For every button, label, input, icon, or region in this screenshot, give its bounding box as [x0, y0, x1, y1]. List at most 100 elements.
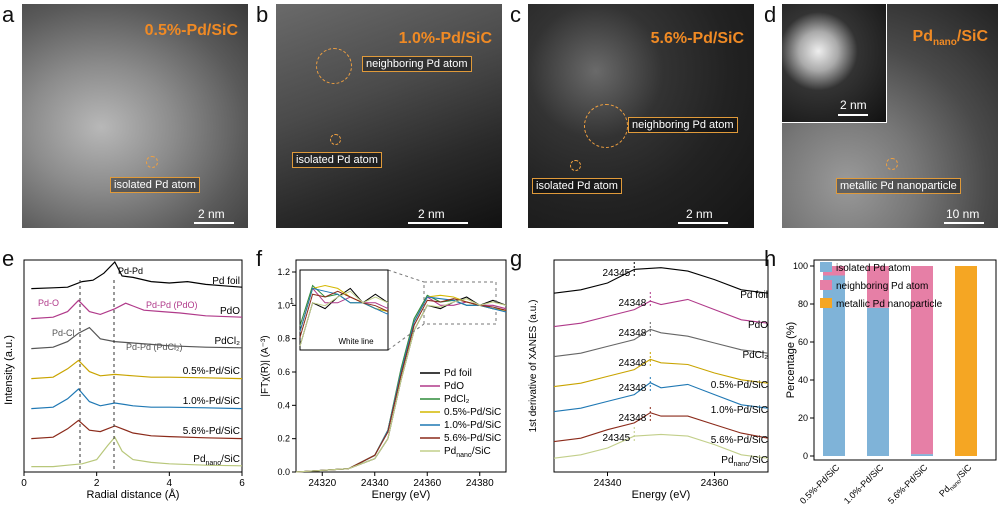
panel-label-a: a: [2, 2, 15, 27]
x-tick-label: 0: [21, 478, 27, 489]
legend-swatch: [820, 298, 832, 308]
annotation-metallic: metallic Pd nanoparticle: [836, 178, 961, 194]
zoom-connector: [387, 269, 425, 283]
plot-frame: [813, 259, 997, 461]
micrograph-c: 5.6%-Pd/SiC neighboring Pd atom isolated…: [528, 4, 754, 228]
y-axis-label: 1st derivative of XANES (a.u.): [528, 300, 539, 433]
series-label: Pdnano/SiC: [444, 446, 491, 459]
panel-label-h: h: [764, 246, 777, 271]
y-tick-label: 0.0: [277, 467, 290, 477]
y-axis-label: Percentage (%): [785, 322, 797, 398]
micrograph-d: 2 nm Pdnano/SiC metallic Pd nanoparticle…: [782, 4, 998, 228]
edge-label: 24348: [618, 298, 646, 309]
bar-segment: [911, 454, 933, 456]
series-line: [31, 388, 243, 410]
x-tick-label: 6: [239, 478, 245, 489]
series-label: PdCl₂: [742, 350, 768, 361]
series-label: 5.6%-Pd/SiC: [183, 426, 240, 437]
annotation-isolated: isolated Pd atom: [532, 178, 622, 194]
series-line: [553, 358, 769, 388]
series-label: PdO: [748, 320, 768, 331]
series-line: [553, 433, 769, 459]
image-title: 0.5%-Pd/SiC: [144, 22, 238, 39]
y-tick-label: 80: [798, 299, 808, 309]
bar-segment: [955, 266, 977, 456]
inset-scale-bar: [838, 114, 868, 116]
inset-label: White line: [338, 337, 374, 346]
legend-label: isolated Pd atom: [836, 263, 911, 274]
bar-segment: [823, 275, 845, 456]
inset-ytick: 1: [290, 297, 295, 306]
x-tick-label: 0.5%-Pd/SiC: [798, 462, 842, 506]
x-tick-label: 1.0%-Pd/SiC: [842, 462, 886, 506]
image-title: 1.0%-Pd/SiC: [398, 30, 492, 47]
plot-frame: [553, 259, 769, 473]
y-tick-label: 0.2: [277, 434, 290, 444]
series-line: [553, 328, 769, 358]
plot-frame: [23, 259, 243, 473]
micrograph-b: 1.0%-Pd/SiC neighboring Pd atom isolated…: [276, 4, 502, 228]
series-line: [31, 436, 243, 468]
x-tick-label: 2: [94, 478, 100, 489]
x-tick-label: 24360: [413, 478, 441, 489]
series-label: 1.0%-Pd/SiC: [711, 405, 768, 416]
legend-label: 1.0%-Pd/SiC: [444, 420, 501, 431]
chart-h: 0 20 40 60 80 100 0.5%-Pd/SiC 1.0%-Pd/SiC 5.6%-…: [785, 259, 997, 506]
series-label: Pdnano/SiC: [193, 454, 240, 467]
highlight-circle: [584, 104, 628, 148]
y-tick-label: 20: [798, 413, 808, 423]
y-tick-label: 40: [798, 375, 808, 385]
scale-bar: [194, 222, 234, 224]
x-tick-label: 24340: [361, 478, 389, 489]
x-tick-label: 24320: [308, 478, 336, 489]
series-label: Pd foil: [212, 276, 240, 287]
series-line: [553, 412, 769, 443]
bar-segment: [823, 266, 845, 276]
series-line: [31, 326, 243, 350]
micrograph-a: 0.5%-Pd/SiC isolated Pd atom 2 nm: [22, 4, 248, 228]
scale-label: 2 nm: [686, 207, 713, 221]
annotation: Pd-O: [38, 298, 59, 308]
inset-scale-label: 2 nm: [840, 98, 867, 112]
x-tick-label: Pdnano/SiC: [937, 462, 975, 500]
y-tick-label: 0.8: [277, 334, 290, 344]
bar-segment: [867, 266, 889, 308]
legend-swatch: [820, 262, 832, 272]
series-line: [31, 260, 243, 290]
x-axis-label: Energy (eV): [372, 489, 431, 501]
annotation: Pd-Pd (PdCl₂): [126, 342, 183, 352]
legend-label: 0.5%-Pd/SiC: [444, 407, 501, 418]
inset-line: [299, 287, 389, 332]
scale-label: 10 nm: [946, 207, 980, 221]
chart-e: Pd foil PdO PdCl₂ 0.5%-Pd/SiC 1.0%-Pd/SiC 5.6…: [3, 259, 245, 501]
annotation-neighboring: neighboring Pd atom: [628, 117, 738, 133]
panel-label-d: d: [764, 2, 777, 27]
series-label: Pd foil: [740, 290, 768, 301]
scale-bar: [408, 222, 468, 224]
image-title: Pdnano/SiC: [912, 28, 988, 49]
legend-swatch: [820, 280, 832, 290]
inset-image: 2 nm: [782, 4, 887, 123]
highlight-circle: [146, 156, 158, 168]
series-line: [553, 267, 769, 294]
chart-f: 1 White line Pd foil PdO PdCl₂ 0.5%-Pd/SiC 1…: [260, 259, 507, 501]
x-tick-label: 24380: [466, 478, 494, 489]
highlight-circle: [570, 160, 581, 171]
edge-label: 24348: [618, 383, 646, 394]
series-line: [553, 298, 769, 328]
legend-label: PdO: [444, 381, 464, 392]
y-tick-label: 0: [803, 451, 808, 461]
y-tick-label: 0.4: [277, 400, 290, 410]
annotation: Pd-Pd (PdO): [146, 300, 198, 310]
edge-label: 24345: [602, 433, 630, 444]
series-line: [31, 419, 243, 440]
legend-label: Pd foil: [444, 368, 472, 379]
x-axis-label: Radial distance (Å): [87, 488, 180, 501]
y-tick-label: 100: [793, 261, 808, 271]
series-line: [31, 359, 243, 380]
panel-label-b: b: [256, 2, 269, 27]
series-label: PdO: [220, 306, 240, 317]
series-label: 0.5%-Pd/SiC: [183, 366, 240, 377]
series-label: 0.5%-Pd/SiC: [711, 380, 768, 391]
y-tick-label: 1.0: [277, 300, 290, 310]
